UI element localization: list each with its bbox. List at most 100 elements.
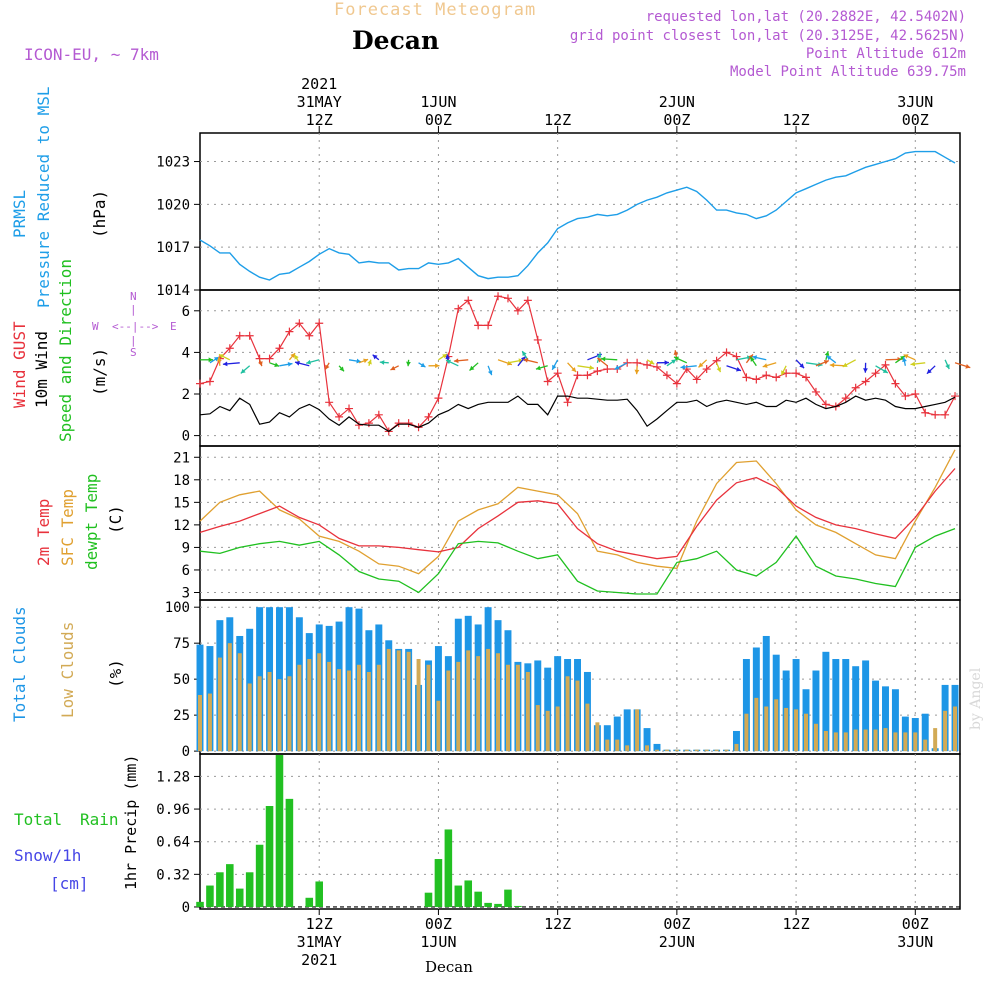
top-time-label: 12Z <box>783 111 810 129</box>
wind-arrow-head <box>379 360 385 365</box>
y-tick-label: 18 <box>173 473 190 489</box>
wind-arrow-head <box>965 364 971 369</box>
y-tick-label: 0 <box>182 744 190 760</box>
gust-marker <box>811 387 820 396</box>
gust-marker <box>603 365 612 374</box>
low-cloud-bar <box>217 657 222 752</box>
wind-arrow-head <box>823 360 829 365</box>
low-cloud-bar <box>515 664 520 752</box>
wind-arrow-head <box>290 353 296 359</box>
y-tick-label: 25 <box>173 708 190 724</box>
gust-marker <box>593 367 602 376</box>
total-cloud-bar <box>852 666 860 752</box>
y-tick-label: 2 <box>182 387 190 403</box>
gust-marker <box>692 375 701 384</box>
gust-marker <box>245 331 254 340</box>
low-cloud-bar <box>416 659 421 752</box>
low-cloud-bar <box>605 739 610 752</box>
low-cloud-bar <box>664 749 669 752</box>
y-tick-label: 0 <box>182 900 190 916</box>
rain-bar <box>235 888 244 907</box>
rain-bar <box>494 903 502 907</box>
gust-marker <box>503 294 512 303</box>
gust-marker <box>354 421 363 430</box>
wind-arrow-head <box>294 354 299 360</box>
y-tick-label: 4 <box>182 345 190 361</box>
low-cloud-bar <box>356 664 361 752</box>
rain-bar <box>226 864 234 907</box>
gust-marker <box>335 412 344 421</box>
gust-marker <box>543 377 552 386</box>
low-cloud-bar <box>366 671 371 752</box>
wind-arrow-head <box>216 356 222 362</box>
bottom-time-label: 2JUN <box>659 933 695 951</box>
low-cloud-bar <box>535 705 540 752</box>
wind-arrow-head <box>926 368 932 374</box>
low-cloud-bar <box>317 653 322 752</box>
wind-arrow-head <box>903 354 909 359</box>
gust-marker <box>662 371 671 380</box>
top-time-label: 2JUN <box>659 93 695 111</box>
gust-marker <box>931 410 940 419</box>
rain-bar <box>245 872 254 907</box>
top-time-label: 00Z <box>902 111 929 129</box>
total-cloud-bar <box>732 730 740 752</box>
y-tick-label: 12 <box>173 518 190 534</box>
gust-marker <box>374 410 383 419</box>
gust-marker <box>464 296 473 305</box>
total-cloud-bar <box>812 670 820 752</box>
total-cloud-bar <box>822 651 830 752</box>
low-cloud-bar <box>436 700 441 752</box>
bottom-time-label: 1JUN <box>420 933 456 951</box>
rain-bar <box>315 881 323 907</box>
gust-marker <box>643 360 652 369</box>
gust-marker <box>891 379 900 388</box>
rain-bar <box>454 885 463 907</box>
low-cloud-bar <box>446 670 451 752</box>
y-tick-label: 1017 <box>156 240 190 256</box>
low-cloud-bar <box>396 650 401 752</box>
gust-marker <box>275 344 284 353</box>
wind-arrow-head <box>306 359 312 365</box>
rain-bar <box>484 902 492 907</box>
rain-bar <box>444 829 453 907</box>
gust-marker <box>513 306 522 315</box>
sfc-temp-line <box>199 449 956 575</box>
rain-bar <box>196 901 204 907</box>
wind-arrow-head <box>698 362 704 368</box>
low-cloud-bar <box>823 730 828 752</box>
wind-arrow-head <box>445 354 451 360</box>
gust-marker <box>424 412 433 421</box>
low-cloud-bar <box>456 661 461 752</box>
low-cloud-bar <box>635 709 640 752</box>
wind-arrow-head <box>240 368 246 374</box>
wind-arrow-head <box>829 362 835 368</box>
wind-arrow-head <box>287 361 293 367</box>
y-tick-label: 0.96 <box>156 802 190 818</box>
gust-marker <box>752 375 761 384</box>
low-cloud-bar <box>794 709 799 752</box>
wind-arrow-head <box>518 358 524 364</box>
panel-wind: 0 2 4 6 <box>182 289 961 447</box>
wind-arrow-head <box>218 354 224 359</box>
wind-arrow-head <box>258 361 263 367</box>
total-cloud-bar <box>603 725 611 752</box>
wind-arrow-head <box>882 368 888 373</box>
y-tick-label: 6 <box>182 563 190 579</box>
bottom-time-label: 00Z <box>663 915 690 933</box>
low-cloud-bar <box>833 732 838 752</box>
total-cloud-bar <box>554 656 562 752</box>
panel-frame <box>199 132 961 291</box>
low-cloud-bar <box>923 739 928 752</box>
wind-arrow-head <box>842 362 848 367</box>
gust-marker <box>722 348 731 357</box>
wind-arrow-head <box>824 351 830 357</box>
low-cloud-bar <box>496 653 501 752</box>
wind-arrow-head <box>571 367 577 372</box>
total-label: Total <box>14 810 63 829</box>
wind-arrow-head <box>339 366 345 372</box>
gust-marker <box>225 344 234 353</box>
rain-bar <box>434 859 443 907</box>
gust-marker <box>871 369 880 378</box>
wind-arrow-head <box>945 364 950 370</box>
